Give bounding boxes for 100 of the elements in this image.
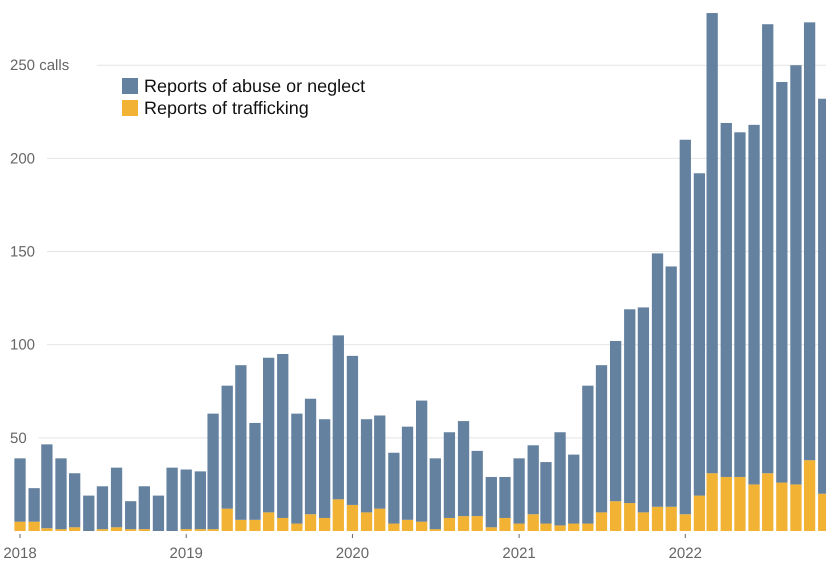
bar bbox=[513, 524, 525, 531]
bar bbox=[624, 309, 636, 504]
y-tick-label: 250 calls bbox=[10, 57, 70, 74]
bar bbox=[388, 452, 400, 524]
bar bbox=[166, 468, 178, 531]
bar bbox=[734, 476, 746, 531]
bar bbox=[291, 524, 303, 531]
bar bbox=[638, 307, 650, 512]
bar bbox=[582, 386, 594, 524]
bar bbox=[652, 253, 664, 507]
bar bbox=[680, 140, 691, 514]
bar bbox=[55, 458, 67, 530]
x-tick-label: 2020 bbox=[336, 545, 370, 562]
bar bbox=[568, 524, 580, 531]
bar bbox=[416, 522, 428, 531]
bar bbox=[360, 419, 372, 512]
bar bbox=[776, 482, 788, 531]
bar bbox=[180, 470, 192, 530]
y-tick-label: 150 bbox=[10, 244, 36, 261]
bar bbox=[610, 501, 622, 531]
bar bbox=[69, 473, 80, 528]
bar bbox=[83, 496, 94, 531]
bar bbox=[291, 414, 303, 524]
bar bbox=[762, 24, 774, 474]
bar bbox=[499, 518, 511, 531]
bar bbox=[138, 486, 150, 530]
bar bbox=[235, 365, 247, 520]
bar bbox=[748, 124, 760, 484]
bar bbox=[748, 484, 760, 531]
x-tick-label: 2018 bbox=[3, 545, 37, 562]
bar bbox=[458, 516, 470, 531]
bar bbox=[152, 496, 164, 531]
bar bbox=[666, 506, 677, 531]
bar bbox=[125, 501, 136, 530]
bar bbox=[416, 400, 428, 522]
bar bbox=[804, 22, 816, 460]
bar bbox=[596, 365, 608, 512]
y-tick-label: 100 bbox=[10, 336, 36, 354]
bar bbox=[374, 415, 386, 509]
legend-label: Reports of abuse or neglect bbox=[144, 76, 366, 96]
bar bbox=[680, 514, 691, 531]
bar bbox=[652, 506, 664, 531]
bar bbox=[720, 476, 732, 531]
bar bbox=[486, 527, 497, 531]
bar bbox=[402, 426, 414, 520]
bar bbox=[776, 82, 788, 483]
bar bbox=[624, 503, 636, 531]
bar bbox=[277, 518, 288, 531]
bar bbox=[568, 454, 580, 524]
bar bbox=[486, 476, 497, 528]
bar bbox=[96, 486, 108, 530]
bar bbox=[513, 458, 525, 524]
bar bbox=[734, 132, 746, 477]
x-tick-label: 2019 bbox=[170, 545, 203, 562]
bar bbox=[249, 422, 261, 520]
bar bbox=[402, 520, 414, 531]
legend-label: Reports of trafficking bbox=[144, 98, 309, 118]
bar bbox=[332, 499, 344, 531]
bar bbox=[610, 340, 622, 502]
bar bbox=[374, 508, 386, 531]
bar bbox=[582, 524, 594, 531]
bar bbox=[388, 524, 400, 531]
bar bbox=[110, 468, 122, 528]
bar bbox=[262, 512, 274, 531]
bar bbox=[720, 122, 732, 477]
y-tick-label: 50 bbox=[10, 430, 27, 447]
x-tick-label: 2022 bbox=[668, 545, 702, 562]
y-tick-label: 200 bbox=[10, 150, 36, 168]
bar bbox=[360, 512, 372, 531]
bar bbox=[638, 512, 650, 531]
bar bbox=[14, 458, 26, 522]
bar bbox=[444, 432, 456, 518]
bar bbox=[430, 458, 441, 530]
bar bbox=[110, 527, 122, 531]
bar bbox=[762, 473, 774, 531]
bar bbox=[249, 520, 261, 531]
bar bbox=[304, 514, 316, 531]
bar bbox=[554, 525, 566, 531]
bar bbox=[262, 358, 274, 512]
x-tick-label: 2021 bbox=[502, 545, 536, 562]
bar bbox=[222, 508, 233, 531]
bar bbox=[222, 386, 233, 509]
bar bbox=[319, 419, 330, 518]
bar bbox=[69, 527, 80, 531]
bar bbox=[235, 520, 247, 531]
bar bbox=[346, 504, 358, 531]
bar bbox=[458, 421, 470, 516]
bar bbox=[332, 335, 344, 500]
bar bbox=[596, 512, 608, 531]
bar bbox=[346, 356, 358, 505]
bar bbox=[554, 432, 566, 526]
bar bbox=[14, 522, 26, 531]
bar bbox=[666, 266, 677, 507]
bar bbox=[790, 65, 802, 484]
bar bbox=[304, 398, 316, 514]
bar bbox=[319, 518, 330, 531]
bar bbox=[790, 484, 802, 531]
bar bbox=[472, 516, 483, 531]
bar bbox=[499, 476, 511, 518]
bar bbox=[804, 460, 816, 531]
